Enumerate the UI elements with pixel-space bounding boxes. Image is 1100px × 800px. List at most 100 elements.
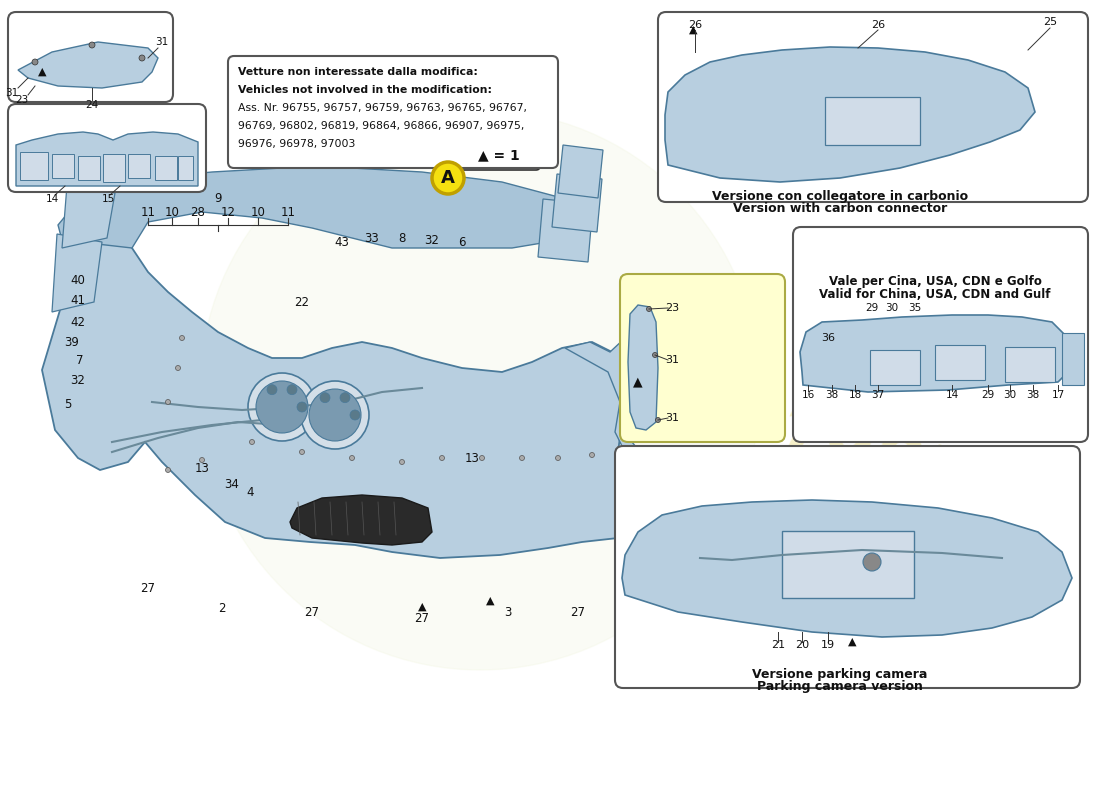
Text: 35: 35 <box>909 303 922 313</box>
Text: 30: 30 <box>886 303 899 313</box>
Text: 10: 10 <box>251 206 265 218</box>
Circle shape <box>256 381 308 433</box>
Text: Valid for China, USA, CDN and Gulf: Valid for China, USA, CDN and Gulf <box>820 288 1050 301</box>
Circle shape <box>556 455 561 461</box>
Text: Parking camera version: Parking camera version <box>757 680 923 693</box>
Polygon shape <box>16 132 198 186</box>
Text: 21: 21 <box>771 640 785 650</box>
Text: 30: 30 <box>1003 390 1016 400</box>
Text: 4: 4 <box>246 486 254 498</box>
Circle shape <box>480 455 484 461</box>
Text: ▲: ▲ <box>848 637 856 647</box>
Text: 38: 38 <box>825 390 838 400</box>
Text: 96976, 96978, 97003: 96976, 96978, 97003 <box>238 139 355 149</box>
Text: 29: 29 <box>866 303 879 313</box>
Text: 7: 7 <box>76 354 84 366</box>
Circle shape <box>309 389 361 441</box>
Circle shape <box>32 59 39 65</box>
Bar <box>1005 347 1055 382</box>
Circle shape <box>267 385 277 394</box>
Circle shape <box>432 162 464 194</box>
Circle shape <box>647 306 651 311</box>
Circle shape <box>89 42 95 48</box>
Polygon shape <box>42 228 658 558</box>
Text: 2: 2 <box>218 602 226 614</box>
Circle shape <box>297 402 307 412</box>
Text: 27: 27 <box>571 606 585 618</box>
Text: 15: 15 <box>101 194 114 204</box>
Bar <box>52 154 74 178</box>
Circle shape <box>350 455 354 461</box>
Text: 22: 22 <box>295 295 309 309</box>
Text: ▲: ▲ <box>486 596 494 606</box>
Circle shape <box>165 399 170 405</box>
Text: 31: 31 <box>666 413 679 423</box>
Text: 5: 5 <box>64 398 72 411</box>
Text: 26: 26 <box>871 20 886 30</box>
Text: Versione parking camera: Versione parking camera <box>752 668 927 681</box>
Bar <box>155 156 177 180</box>
Text: 27: 27 <box>141 582 155 594</box>
Circle shape <box>519 455 525 461</box>
Text: 31: 31 <box>155 37 168 47</box>
Text: ▲: ▲ <box>689 25 697 35</box>
Text: ▲: ▲ <box>634 375 642 388</box>
Text: 11: 11 <box>280 206 296 218</box>
Bar <box>178 156 192 180</box>
Circle shape <box>652 353 658 358</box>
FancyBboxPatch shape <box>615 446 1080 688</box>
Text: Vehicles not involved in the modification:: Vehicles not involved in the modificatio… <box>238 85 492 95</box>
Bar <box>1062 333 1084 385</box>
Text: 29: 29 <box>981 390 994 400</box>
Circle shape <box>179 335 185 341</box>
Circle shape <box>139 55 145 61</box>
Text: 23: 23 <box>15 95 29 105</box>
Polygon shape <box>58 168 582 248</box>
FancyBboxPatch shape <box>620 274 785 442</box>
Text: 33: 33 <box>364 231 380 245</box>
Text: 25: 25 <box>1043 17 1057 27</box>
Text: 31: 31 <box>6 88 19 98</box>
Text: 8: 8 <box>398 231 406 245</box>
Text: 20: 20 <box>795 640 810 650</box>
Polygon shape <box>666 47 1035 182</box>
Bar <box>825 97 920 145</box>
Text: 10: 10 <box>165 206 179 218</box>
Text: 24: 24 <box>86 100 99 110</box>
Text: ▲: ▲ <box>418 602 427 612</box>
Text: 27: 27 <box>415 611 429 625</box>
Text: 36: 36 <box>821 333 835 343</box>
Circle shape <box>248 373 316 441</box>
Bar <box>870 350 920 385</box>
Polygon shape <box>565 338 658 538</box>
Text: ▲ = 1: ▲ = 1 <box>478 148 520 162</box>
Text: 43: 43 <box>334 235 350 249</box>
Polygon shape <box>72 144 128 192</box>
Text: 26: 26 <box>688 20 702 30</box>
Polygon shape <box>800 315 1072 392</box>
Text: 11: 11 <box>141 206 155 218</box>
Bar <box>128 154 150 178</box>
Text: 32: 32 <box>425 234 439 246</box>
Text: 37: 37 <box>871 390 884 400</box>
Circle shape <box>287 385 297 394</box>
Text: 17: 17 <box>1052 390 1065 400</box>
Text: 14: 14 <box>45 194 58 204</box>
Circle shape <box>864 553 881 571</box>
Polygon shape <box>538 199 593 262</box>
Text: ▲: ▲ <box>37 67 46 77</box>
Bar <box>103 154 125 182</box>
Text: 96769, 96802, 96819, 96864, 96866, 96907, 96975,: 96769, 96802, 96819, 96864, 96866, 96907… <box>238 121 525 131</box>
Text: 38: 38 <box>1026 390 1039 400</box>
Bar <box>782 531 914 598</box>
Circle shape <box>320 393 330 402</box>
FancyBboxPatch shape <box>8 12 173 102</box>
Circle shape <box>200 110 760 670</box>
Text: 27: 27 <box>305 606 319 618</box>
Text: Vale per Cina, USA, CDN e Golfo: Vale per Cina, USA, CDN e Golfo <box>828 275 1042 288</box>
FancyBboxPatch shape <box>458 140 540 170</box>
Text: 28: 28 <box>190 206 206 218</box>
Circle shape <box>299 450 305 454</box>
Polygon shape <box>552 174 602 232</box>
Bar <box>78 156 100 180</box>
